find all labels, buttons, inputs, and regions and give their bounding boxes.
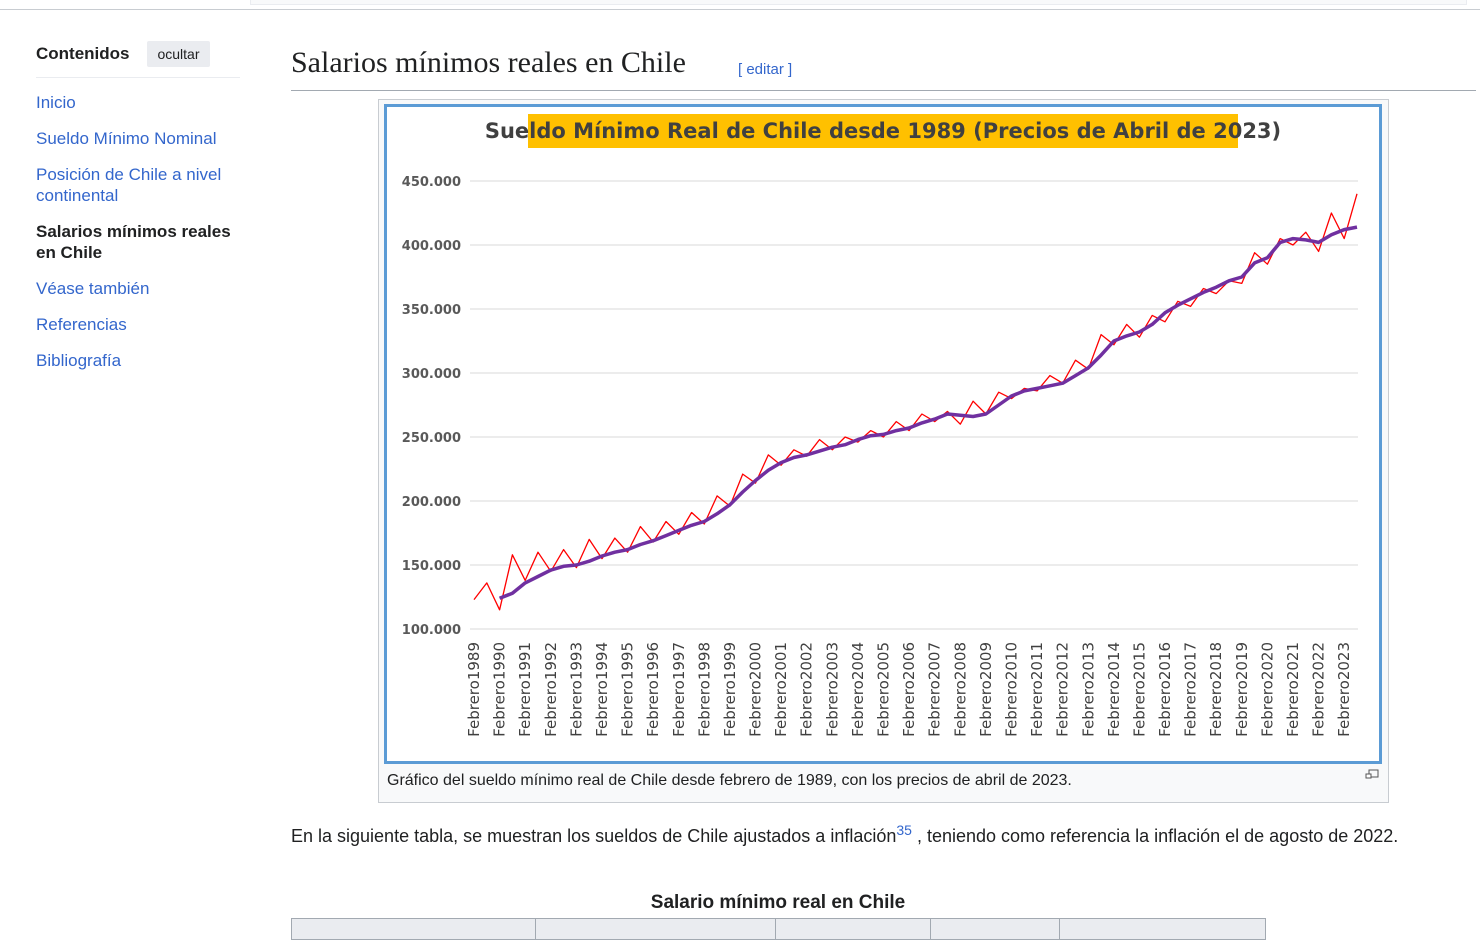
x-tick-label: Febrero2009 [977,642,995,737]
x-tick-label: Febrero2021 [1284,642,1302,737]
x-tick-label: Febrero2014 [1105,642,1123,737]
y-tick-label: 150.000 [402,559,461,574]
toc-item[interactable]: Salarios mínimos reales en Chile [36,222,231,262]
x-tick-label: Febrero2012 [1054,642,1072,737]
x-tick-label: Febrero2003 [823,642,841,737]
x-tick-label: Febrero1995 [619,642,637,737]
y-tick-label: 350.000 [402,303,461,318]
toc-item[interactable]: Véase también [36,279,150,298]
x-tick-label: Febrero2013 [1079,642,1097,737]
table-cell [292,919,536,939]
x-tick-label: Febrero1989 [465,642,483,737]
paragraph: En la siguiente tabla, se muestran los s… [291,815,1471,852]
y-tick-label: 100.000 [402,623,461,638]
figure-caption: Gráfico del sueldo mínimo real de Chile … [387,772,1072,789]
x-tick-label: Febrero1997 [670,642,688,737]
table-header [291,918,1266,940]
x-tick-label: Febrero1994 [593,642,611,737]
paragraph-text: En la siguiente tabla, se muestran los s… [291,826,897,846]
x-tick-label: Febrero2007 [926,642,944,737]
title-box [528,114,1238,148]
x-tick-label: Febrero1991 [516,642,534,737]
x-tick-label: Febrero2020 [1258,642,1276,737]
x-tick-label: Febrero1992 [542,642,560,737]
data-line [498,225,1358,600]
x-tick-label: Febrero2019 [1233,642,1251,737]
x-tick-label: Febrero1998 [695,642,713,737]
x-tick-label: Febrero2002 [798,642,816,737]
toc-list: Inicio Sueldo Mínimo Nominal Posición de C… [36,92,241,386]
x-tick-label: Febrero2000 [747,642,765,737]
section-heading: Salarios mínimos reales en Chile [291,46,686,79]
top-border [0,9,1480,10]
toc-toggle[interactable]: ocultar [147,41,210,67]
x-tick-label: Febrero1999 [721,642,739,737]
chart-title: Sueldo Mínimo Real de Chile desde 1989 (… [485,119,1281,143]
x-tick-label: Febrero2017 [1182,642,1200,737]
search-bar [250,0,1467,5]
toc-item[interactable]: Posición de Chile a nivel continental [36,165,222,205]
enlarge-icon[interactable] [1365,769,1379,780]
y-tick-label: 450.000 [402,175,461,190]
x-tick-label: Febrero2005 [875,642,893,737]
y-tick-label: 300.000 [402,367,461,382]
x-tick-label: Febrero2016 [1156,642,1174,737]
y-tick-label: 250.000 [402,431,461,446]
x-tick-label: Febrero1990 [491,642,509,737]
table-caption: Salario mínimo real en Chile [650,892,906,913]
x-tick-label: Febrero2010 [1002,642,1020,737]
x-tick-label: Febrero1993 [567,642,585,737]
toc-item[interactable]: Referencias [36,315,127,334]
x-tick-label: Febrero2018 [1207,642,1225,737]
chart: Sueldo Mínimo Real de Chile desde 1989 (… [384,104,1382,764]
x-tick-label: Febrero2001 [772,642,790,737]
toc-item[interactable]: Sueldo Mínimo Nominal [36,129,217,148]
toc-title: Contenidos [36,44,130,63]
x-tick-label: Febrero2015 [1130,642,1148,737]
y-tick-label: 400.000 [402,239,461,254]
toc-item[interactable]: Bibliografía [36,351,122,370]
x-tick-label: Febrero1996 [644,642,662,737]
x-tick-label: Febrero2023 [1335,642,1353,737]
toc-item[interactable]: Inicio [36,93,76,112]
x-tick-label: Febrero2006 [900,642,918,737]
x-tick-label: Febrero2004 [849,642,867,737]
x-tick-label: Febrero2008 [951,642,969,737]
toc-divider [36,77,240,78]
edit-link[interactable]: [ editar ] [738,61,793,78]
table-cell [536,919,776,939]
paragraph-text: , teniendo como referencia la inflación … [911,826,1399,846]
table-cell [776,919,931,939]
heading-underline [291,90,1476,91]
reference[interactable]: 35 [896,822,912,838]
y-tick-label: 200.000 [402,495,461,510]
x-tick-label: Febrero2011 [1028,642,1046,737]
table-cell [931,919,1060,939]
x-tick-label: Febrero2022 [1310,642,1328,737]
